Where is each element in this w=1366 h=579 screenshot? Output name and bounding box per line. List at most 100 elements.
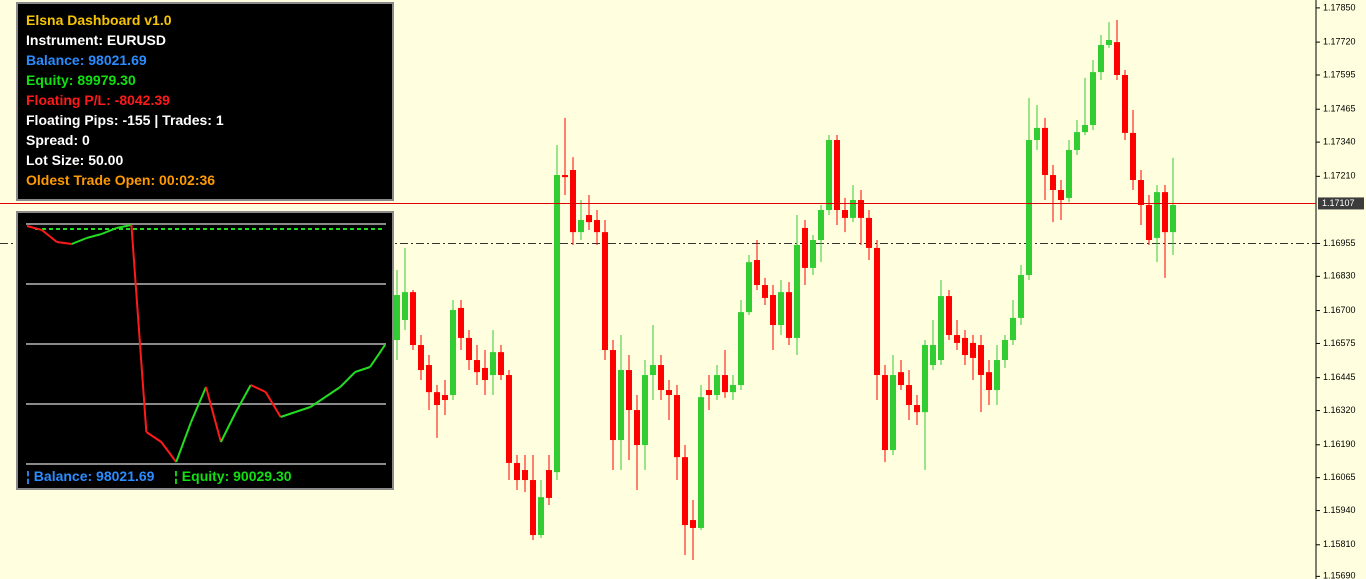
- candle-body: [1090, 72, 1096, 126]
- candle-body: [658, 365, 664, 391]
- oldest-trade: Oldest Trade Open: 00:02:36: [26, 172, 216, 188]
- candle-body: [570, 170, 576, 233]
- y-tick-label: 1.16830: [1323, 271, 1356, 281]
- candle-body: [834, 140, 840, 211]
- balance: Balance: 98021.69: [26, 52, 147, 68]
- candle-body: [818, 210, 824, 241]
- y-tick-label: 1.16190: [1323, 439, 1356, 449]
- candle-body: [698, 397, 704, 528]
- candle-body: [1130, 132, 1136, 181]
- equity-segment: [175, 421, 193, 463]
- candle-body: [1026, 140, 1032, 276]
- equity-segment: [116, 224, 132, 229]
- y-tick-label: 1.17210: [1323, 171, 1356, 181]
- equity-segment: [130, 224, 148, 433]
- candle-body: [794, 245, 800, 338]
- candle-body: [682, 457, 688, 526]
- candle-body: [1122, 75, 1128, 133]
- candle-body: [786, 292, 792, 338]
- y-tick-label: 1.16320: [1323, 405, 1356, 415]
- candle-body: [586, 215, 592, 223]
- candle-body: [1082, 125, 1088, 133]
- candle-body: [722, 375, 728, 393]
- candle-body: [594, 220, 600, 233]
- floating-pips: Floating Pips: -155 | Trades: 1: [26, 112, 224, 128]
- candle-body: [938, 296, 944, 361]
- candle-body: [762, 285, 768, 298]
- equity-segment: [324, 386, 341, 398]
- candle-body: [690, 520, 696, 528]
- candle-body: [1002, 340, 1008, 361]
- equity-segment: [26, 225, 43, 231]
- panel-balance: ¦ Balance: 98021.69: [26, 468, 155, 484]
- equity-segment: [309, 396, 326, 408]
- y-tick-label: 1.16445: [1323, 372, 1356, 382]
- candle-body: [930, 345, 936, 366]
- candle-body: [778, 292, 784, 326]
- candle-body: [746, 262, 752, 313]
- candle-body: [546, 470, 552, 498]
- equity-segment: [339, 371, 356, 388]
- price-label-box: [1318, 197, 1364, 210]
- candle-body: [994, 360, 1000, 391]
- candle-body: [874, 247, 880, 376]
- equity-segment: [101, 227, 117, 235]
- equity-segment: [145, 431, 162, 443]
- candle-body: [770, 295, 776, 326]
- candle-body: [1050, 175, 1056, 191]
- candle-body: [1018, 275, 1024, 318]
- candle-body: [650, 365, 656, 376]
- equity-segment: [295, 406, 311, 413]
- candle-body: [1034, 127, 1040, 141]
- candle-body: [666, 390, 672, 396]
- candle-body: [890, 375, 896, 451]
- equity-segment: [280, 411, 296, 418]
- candle-body: [1098, 45, 1104, 73]
- floating-pl: Floating P/L: -8042.39: [26, 92, 170, 108]
- candle-body: [1106, 40, 1112, 46]
- candle-body: [970, 342, 976, 358]
- candle-body: [738, 312, 744, 386]
- candle-body: [1066, 150, 1072, 198]
- candle-body: [1154, 192, 1160, 238]
- candle-body: [882, 375, 888, 451]
- y-tick-label: 1.17595: [1323, 69, 1356, 79]
- candle-body: [1010, 317, 1016, 341]
- candle-body: [466, 337, 472, 361]
- candle-body: [602, 232, 608, 351]
- equity-segment: [190, 386, 207, 423]
- candle-body: [1162, 192, 1168, 233]
- equity-segment: [354, 366, 371, 373]
- dashboard-title: Elsna Dashboard v1.0: [26, 12, 172, 28]
- candle-body: [554, 175, 560, 473]
- candle-body: [1042, 127, 1048, 176]
- candle-body: [954, 335, 960, 343]
- candle-body: [826, 140, 832, 211]
- candle-body: [490, 352, 496, 376]
- panel-equity: ¦ Equity: 90029.30: [174, 468, 292, 484]
- candle-body: [850, 200, 856, 218]
- candle-body: [754, 260, 760, 286]
- candle-body: [522, 470, 528, 481]
- y-tick-label: 1.17850: [1323, 2, 1356, 12]
- candle-body: [642, 375, 648, 446]
- equity-segment: [160, 441, 177, 463]
- candle-body: [1114, 42, 1120, 76]
- candle-body: [634, 410, 640, 446]
- y-tick-label: 1.16700: [1323, 305, 1356, 315]
- candle-body: [810, 240, 816, 268]
- candle-body: [482, 367, 488, 381]
- y-tick-label: 1.17465: [1323, 104, 1356, 114]
- candle-body: [898, 372, 904, 386]
- y-tick-label: 1.16065: [1323, 472, 1356, 482]
- candle-body: [426, 365, 432, 393]
- candle-body: [450, 310, 456, 396]
- y-tick-label: 1.15940: [1323, 505, 1356, 515]
- equity-segment: [250, 384, 267, 393]
- candle-body: [842, 210, 848, 218]
- candle-body: [618, 370, 624, 441]
- dashboard-panel: Elsna Dashboard v1.0 Instrument: EURUSD …: [16, 2, 394, 201]
- spread: Spread: 0: [26, 132, 90, 148]
